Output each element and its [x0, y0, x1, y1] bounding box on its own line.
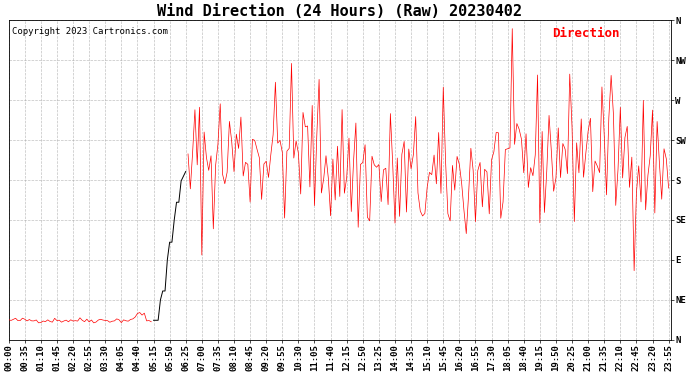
Text: Copyright 2023 Cartronics.com: Copyright 2023 Cartronics.com — [12, 27, 168, 36]
Text: Direction: Direction — [552, 27, 619, 40]
Title: Wind Direction (24 Hours) (Raw) 20230402: Wind Direction (24 Hours) (Raw) 20230402 — [157, 4, 522, 19]
